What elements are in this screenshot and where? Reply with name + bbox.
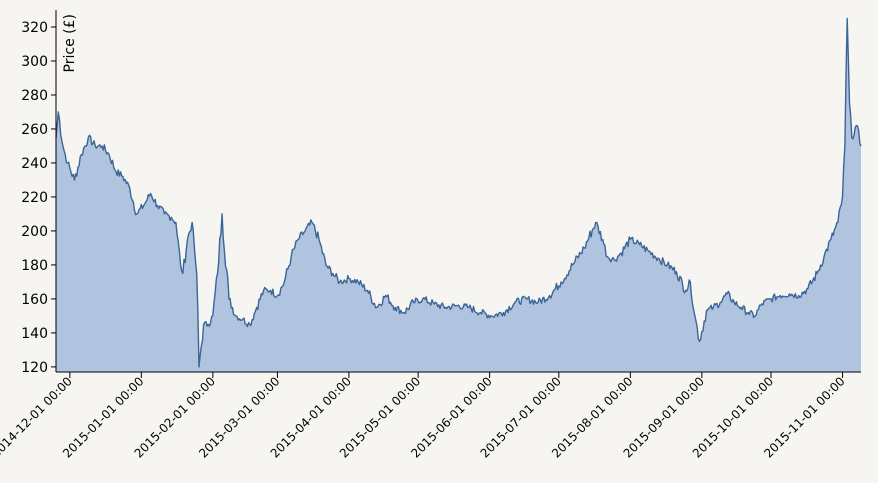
y-tick-label: 200 [21,224,48,240]
y-axis-label: Price (£) [62,14,78,72]
y-axis: 120 140 160 180 200 220 240 260 280 300 320 [21,10,57,376]
price-line [55,17,862,368]
price-area [56,18,861,372]
y-tick-label: 280 [21,88,48,104]
x-tick-label: 2015-11-01 00:00 [761,374,847,460]
y-tick-label: 140 [21,326,48,342]
plot-area [55,17,862,372]
y-tick-label: 220 [21,190,48,206]
y-tick-label: 160 [21,292,48,308]
y-tick-label: 120 [21,360,48,376]
y-tick-label: 260 [21,122,48,138]
y-tick-label: 320 [21,20,48,36]
y-tick-label: 180 [21,258,48,274]
y-tick-label: 300 [21,54,48,70]
y-tick-label: 240 [21,156,48,172]
